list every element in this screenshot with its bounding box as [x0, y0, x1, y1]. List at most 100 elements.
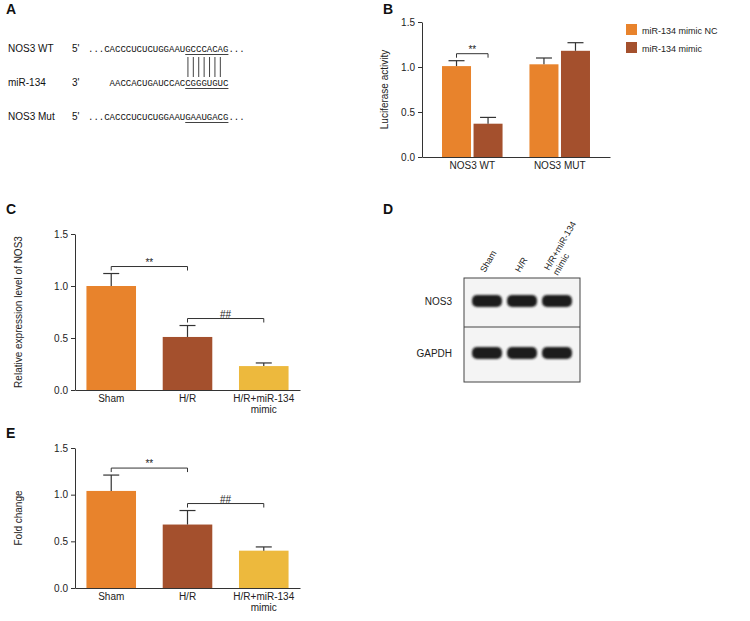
- error-stem: [543, 58, 544, 64]
- axis-line: [423, 157, 611, 158]
- tick: 1.5: [401, 17, 422, 28]
- tick: 0.5: [54, 536, 75, 547]
- western-blot: ShamH/RH/R+miR-134mimicNOS3GAPDH: [416, 220, 586, 382]
- axis-line: [422, 23, 423, 158]
- tick: 0.5: [54, 333, 75, 344]
- panel-label: A: [6, 1, 16, 17]
- y-axis: 0.0 0.5 1.0 1.5: [54, 443, 75, 594]
- tick-label: 0.5: [54, 536, 68, 547]
- row-label: NOS3 Mut: [8, 111, 55, 122]
- y-axis-label: Fold change: [13, 490, 24, 545]
- lane-label: Sham: [478, 249, 498, 274]
- sequence: ...CACCCUCUCUGGAAUGCCCACAG...: [88, 45, 245, 55]
- axis-line: [75, 235, 76, 391]
- lane-label: H/R: [513, 255, 530, 274]
- tick: Sham: [98, 393, 124, 404]
- error-bar: [180, 511, 196, 525]
- bar: [86, 491, 136, 588]
- bar: [529, 64, 558, 157]
- pair-bar: [209, 57, 210, 77]
- bar: [474, 124, 503, 157]
- tick: NOS3 MUT: [534, 160, 586, 171]
- lane-label-group: Sham: [478, 249, 498, 274]
- lane-label-group: H/R+miR-134mimic: [542, 220, 587, 277]
- underline: [185, 88, 228, 89]
- error-cap: [256, 362, 272, 363]
- tick: 0.5: [401, 107, 422, 118]
- figure: A NOS3 WT 5' ...CACCCUCUCUGGAAUGCCCACAG... m…: [0, 0, 750, 621]
- plot-area: [442, 43, 590, 157]
- error-stem: [111, 475, 112, 491]
- tick: 1.5: [54, 443, 75, 454]
- error-cap: [449, 60, 465, 61]
- significance: ##: [188, 494, 264, 508]
- row-label: NOS3: [425, 296, 453, 307]
- error-cap: [180, 510, 196, 511]
- lane-label: H/R+miR-134mimic: [542, 220, 587, 277]
- y-axis-label: Luciferase activity: [379, 50, 390, 129]
- plot-area: [86, 274, 288, 390]
- band: [542, 347, 572, 359]
- tick-mark: [71, 495, 75, 496]
- row-label: NOS3 WT: [8, 43, 54, 54]
- tick: NOS3 WT: [449, 160, 495, 171]
- tick-label: 0.0: [54, 583, 68, 594]
- bar: [86, 286, 136, 390]
- sequence: AACCACUGAUCCACCGGGUGUC: [110, 79, 229, 89]
- tick-label: H/R+miR-134mimic: [233, 393, 294, 415]
- bar-chart: 0.00.51.01.5NOS3 WTNOS3 MUTLuciferase ac…: [379, 17, 718, 171]
- significance-label: ##: [220, 494, 232, 505]
- tick: 0.0: [54, 583, 75, 594]
- tick-label: 1.0: [54, 281, 68, 292]
- significance-label: **: [468, 44, 476, 55]
- pair-bar: [198, 57, 199, 77]
- error-stem: [187, 511, 188, 525]
- error-stem: [575, 43, 576, 51]
- y-axis-label: Relative expression level of NOS3: [13, 236, 24, 388]
- error-bar: [256, 363, 272, 366]
- panel-label: C: [6, 201, 16, 217]
- tick-label: 1.0: [54, 489, 68, 500]
- tick-label: Sham: [98, 591, 124, 602]
- error-stem: [487, 117, 488, 123]
- tick: 1.5: [54, 229, 75, 240]
- axis-line: [75, 449, 76, 589]
- error-bar: [567, 43, 583, 51]
- tick-label: H/R+miR-134mimic: [233, 591, 294, 613]
- band: [472, 347, 502, 359]
- band: [507, 295, 537, 307]
- bar-chart: 0.00.51.01.5ShamH/RH/R+miR-134mimicRelat…: [13, 229, 301, 415]
- tick-mark: [71, 286, 75, 287]
- prime-label: 5': [72, 111, 80, 122]
- tick-mark: [418, 67, 422, 68]
- pair-bar: [214, 57, 215, 77]
- significance-label: **: [145, 257, 153, 268]
- tick-label-line: mimic: [251, 602, 277, 613]
- error-bar: [103, 274, 119, 286]
- plot-area: [86, 475, 288, 588]
- tick-label: NOS3 WT: [449, 160, 495, 171]
- tick-mark: [71, 390, 75, 391]
- prime-label: 5': [72, 43, 80, 54]
- error-stem: [187, 326, 188, 337]
- bar: [239, 551, 289, 588]
- error-bar: [536, 58, 552, 64]
- tick-mark: [71, 338, 75, 339]
- bar: [163, 525, 213, 588]
- pair-bar: [204, 57, 205, 77]
- error-bar: [180, 326, 196, 337]
- error-bar: [480, 117, 496, 123]
- prime-label: 3': [72, 77, 80, 88]
- tick: 0.0: [54, 385, 75, 396]
- x-axis: NOS3 WT NOS3 MUT: [423, 158, 611, 172]
- tick-label: 1.5: [401, 17, 415, 28]
- tick: 0.0: [401, 152, 422, 163]
- lane-label-line: mimic: [551, 251, 572, 277]
- error-bar: [449, 61, 465, 66]
- underline: [185, 122, 228, 123]
- significance-label: **: [145, 458, 153, 469]
- legend-swatch: [626, 24, 637, 35]
- tick: H/R+miR-134mimic: [233, 393, 294, 415]
- pair-bar: [220, 57, 221, 77]
- tick-mark: [71, 234, 75, 235]
